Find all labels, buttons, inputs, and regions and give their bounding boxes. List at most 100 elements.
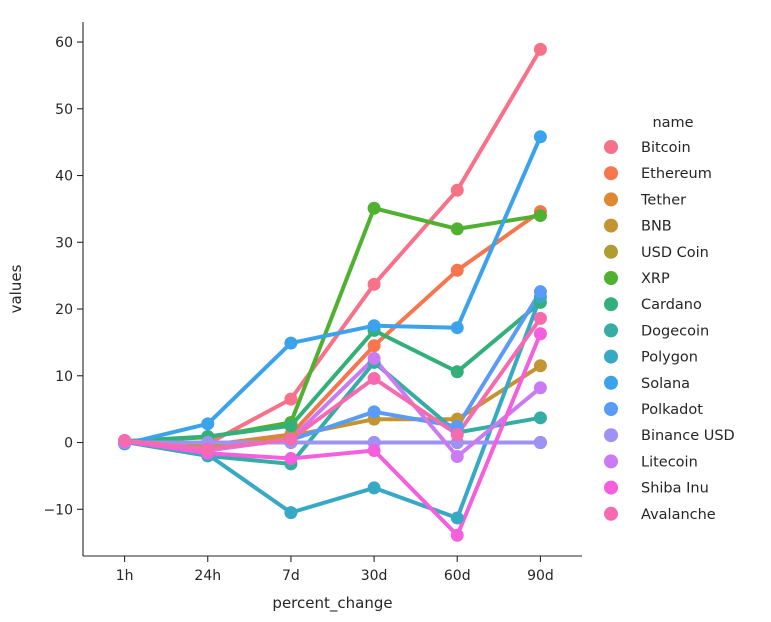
series-line [122, 331, 543, 538]
data-point [450, 528, 464, 542]
axes [82, 22, 582, 557]
data-point [450, 263, 464, 277]
legend-marker [604, 402, 618, 416]
data-point [533, 42, 547, 56]
legend-marker [604, 428, 618, 443]
legend-marker [604, 349, 618, 364]
data-point [201, 417, 215, 431]
x-tick-label: 7d [282, 568, 300, 584]
x-tick-label: 30d [361, 568, 388, 584]
legend-label: XRP [641, 271, 670, 287]
data-point [533, 130, 547, 144]
data-point [450, 450, 464, 464]
series-points [118, 42, 547, 542]
legend-label: USD Coin [641, 245, 709, 261]
y-tick-label: 40 [55, 169, 73, 185]
legend-item: Polygon [604, 349, 698, 366]
data-point [367, 444, 381, 458]
data-point [533, 327, 547, 341]
legend-label: Dogecoin [641, 323, 709, 339]
legend-marker [604, 271, 618, 285]
legend-marker [604, 323, 618, 338]
legend-marker [604, 480, 618, 495]
legend-label: Litecoin [641, 454, 698, 470]
legend-label: Tether [640, 192, 686, 208]
legend-label: Polkadot [641, 402, 703, 418]
legend-item: BNB [604, 218, 672, 235]
series-line [122, 134, 543, 446]
legend-marker [604, 297, 618, 312]
data-point [450, 183, 464, 197]
x-tick-label: 1h [116, 568, 134, 584]
data-point [367, 277, 381, 291]
legend-marker [604, 375, 618, 390]
legend-label: Binance USD [641, 428, 735, 444]
legend-item: Dogecoin [604, 323, 709, 339]
data-point [367, 339, 381, 353]
legend-item: Avalanche [604, 506, 716, 523]
data-point [367, 481, 381, 495]
legend-item: Ethereum [604, 166, 712, 182]
legend-item: Shiba Inu [604, 480, 709, 497]
legend-item: Binance USD [604, 428, 735, 444]
legend-label: Avalanche [641, 507, 716, 523]
data-point [450, 511, 464, 525]
data-point [533, 359, 547, 373]
data-point [533, 381, 547, 395]
legend-marker [604, 166, 618, 181]
legend-title: name [652, 115, 693, 131]
data-point [450, 222, 464, 236]
data-point [367, 405, 381, 419]
legend-marker [604, 140, 618, 154]
x-tick-label: 90d [527, 568, 554, 584]
data-point [367, 319, 381, 333]
data-point [284, 432, 298, 446]
legend-item: Tether [604, 192, 686, 208]
legend-item: Litecoin [604, 454, 698, 470]
data-point [367, 371, 381, 385]
data-point [367, 351, 381, 365]
x-axis-ticks: 1h 24h 7d 30d 60d 90d [116, 556, 554, 584]
legend-item: XRP [604, 271, 670, 287]
legend: name Bitcoin Ethereum Tether BNB USD Coin XRP… [604, 115, 735, 523]
y-tick-label: 20 [55, 302, 73, 318]
y-tick-label: 10 [55, 369, 73, 385]
y-tick-label: −10 [43, 502, 73, 518]
data-point [450, 365, 464, 379]
x-axis-label: percent_change [272, 594, 392, 613]
legend-item: Bitcoin [604, 140, 691, 156]
legend-label: Polygon [641, 350, 698, 366]
data-point [533, 311, 547, 325]
data-point [284, 506, 298, 520]
legend-label: Bitcoin [641, 140, 691, 156]
data-point [533, 411, 547, 425]
data-point [533, 436, 547, 450]
legend-marker [604, 218, 618, 233]
data-point [367, 201, 381, 215]
legend-item: Cardano [604, 297, 702, 313]
series-line [122, 300, 543, 444]
legend-marker [604, 506, 618, 521]
series-lines [122, 47, 543, 538]
y-tick-label: 50 [55, 102, 73, 118]
y-tick-label: 0 [64, 436, 73, 452]
legend-marker [604, 454, 618, 469]
y-axis-label: values [7, 264, 25, 313]
legend-label: Solana [641, 376, 690, 392]
x-tick-label: 24h [194, 568, 221, 584]
data-point [118, 434, 132, 448]
legend-label: Shiba Inu [641, 481, 709, 497]
y-tick-label: 30 [55, 235, 73, 251]
data-point [533, 209, 547, 223]
data-point [284, 336, 298, 350]
legend-label: Cardano [641, 297, 702, 313]
data-point [450, 321, 464, 335]
legend-marker [604, 244, 618, 259]
series-line [122, 316, 543, 452]
series-line [122, 47, 543, 446]
legend-label: Ethereum [641, 166, 712, 182]
y-axis-ticks: −10 0 10 20 30 40 50 60 [43, 35, 83, 518]
data-point [284, 419, 298, 433]
legend-item: Solana [604, 375, 690, 392]
